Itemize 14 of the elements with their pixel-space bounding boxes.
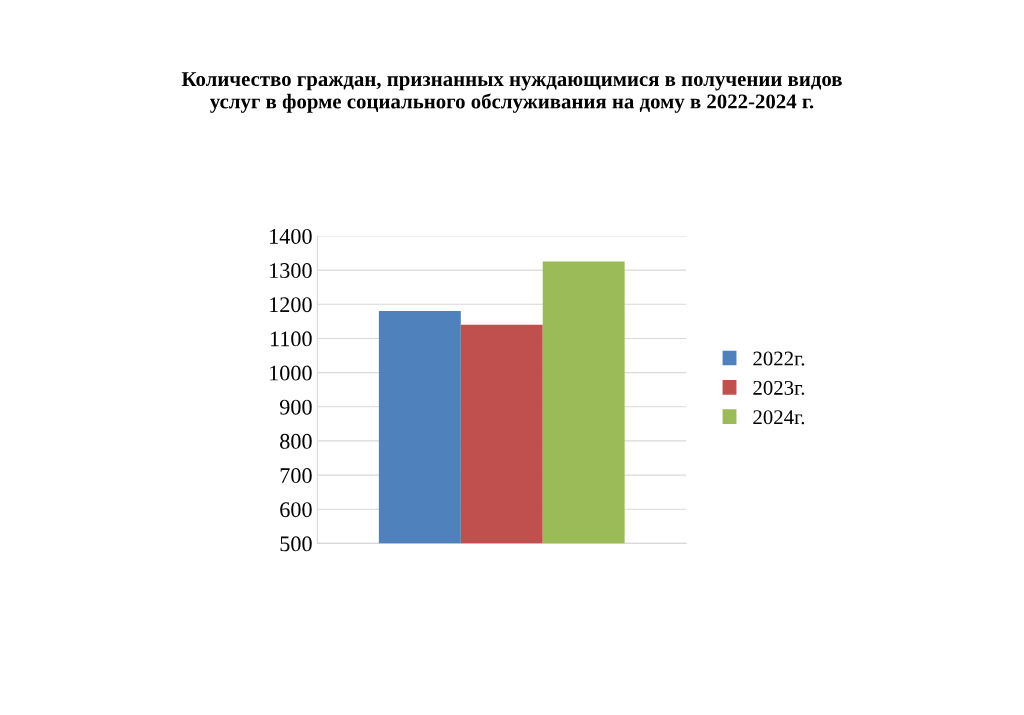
y-tick-label: 1300 xyxy=(270,263,312,279)
y-tick-label: 800 xyxy=(280,433,312,449)
y-tick-label: 1400 xyxy=(270,228,312,244)
chart-title: Количество граждан, признанных нуждающимися в получении видов услуг в форме социального обслуживания на дому в 2022-2024 г. xyxy=(181,72,842,113)
legend-label: 2022г. xyxy=(753,351,805,366)
y-tick-label: 1000 xyxy=(270,365,312,381)
y-tick-label: 900 xyxy=(279,399,312,415)
y-tick-label: 1100 xyxy=(270,331,312,347)
legend-label: 2024г. xyxy=(753,410,805,425)
legend-label: 2023г. xyxy=(753,380,805,395)
y-tick-label: 700 xyxy=(280,468,312,484)
y-tick-label: 600 xyxy=(280,502,312,518)
y-tick-label: 500 xyxy=(280,536,312,552)
y-tick-label: 1200 xyxy=(270,297,312,313)
